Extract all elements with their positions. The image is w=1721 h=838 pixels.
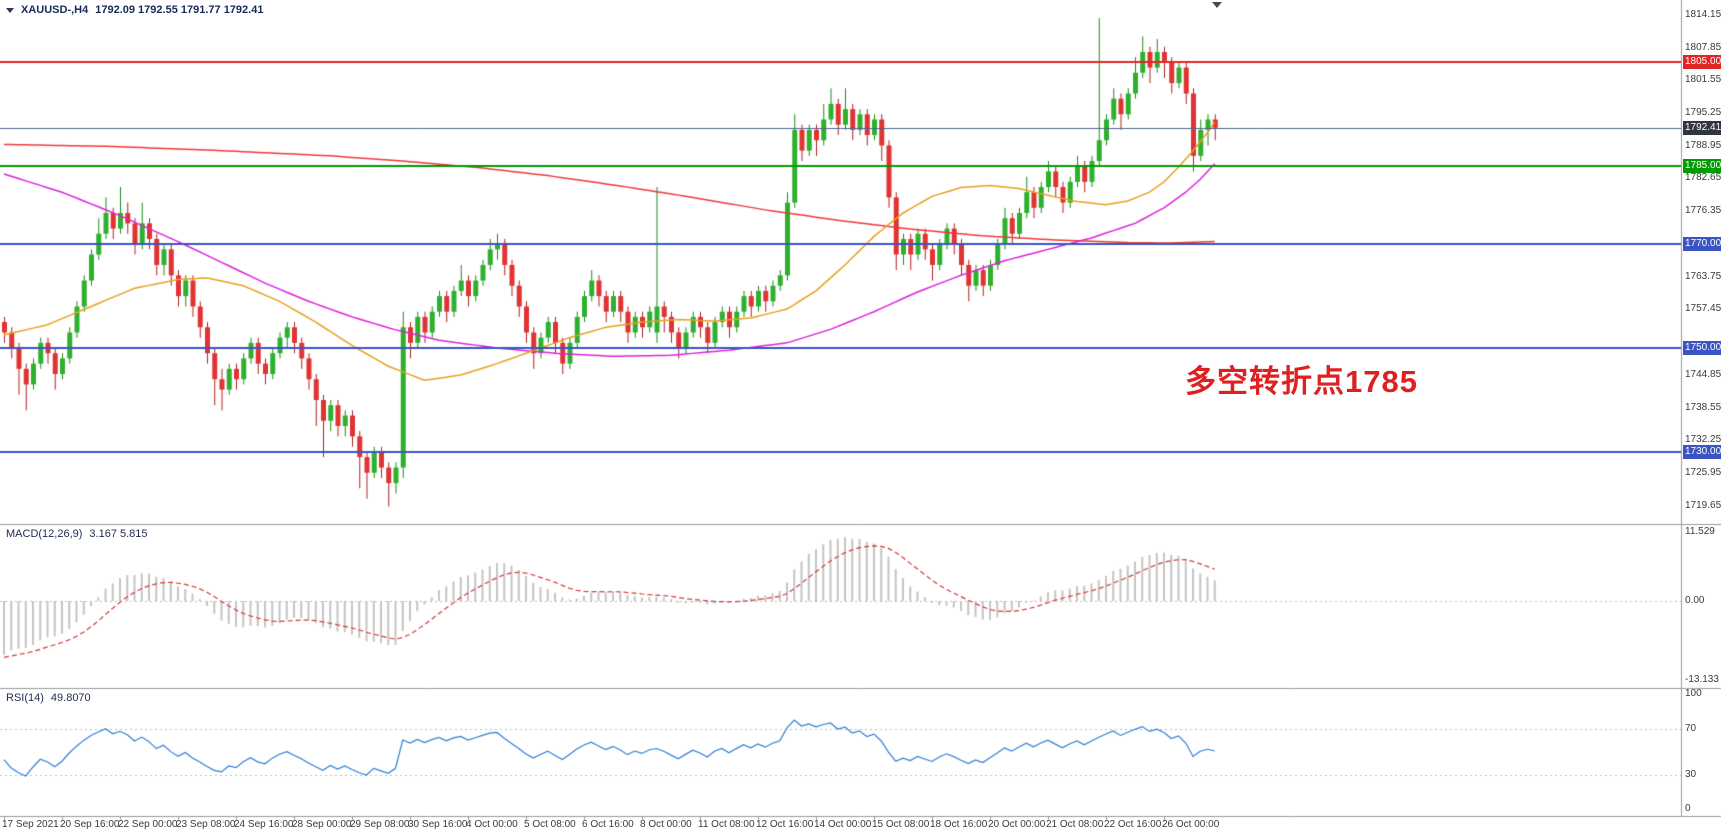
price-badge-1730.00: 1730.00 [1683,444,1721,459]
price-tick-label: 1795.25 [1685,106,1721,118]
macd-axis-label: 11.529 [1685,525,1715,537]
price-tick-label: 1744.85 [1685,368,1721,380]
ohlc-values: 1792.09 1792.55 1791.77 1792.41 [95,4,264,16]
price-tick-label: 1807.85 [1685,41,1721,53]
macd-indicator-label: MACD(12,26,9) 3.167 5.815 [6,528,148,540]
time-axis-label: 28 Sep 00:00 [292,819,352,830]
time-axis-label: 14 Oct 00:00 [814,819,872,830]
time-axis-label: 21 Oct 08:00 [1046,819,1104,830]
rsi-name: RSI(14) [6,692,44,704]
time-axis-label: 18 Oct 16:00 [930,819,988,830]
price-tick-label: 1757.45 [1685,303,1721,315]
time-axis[interactable]: 17 Sep 2021 20 Sep 16:00 22 Sep 00:00 23 Se… [0,817,1721,838]
price-tick-label: 1788.95 [1685,139,1721,151]
time-axis-label: 26 Oct 00:00 [1162,819,1220,830]
macd-values: 3.167 5.815 [89,528,148,540]
time-axis-label: 23 Sep 08:00 [176,819,236,830]
price-tick-label: 1725.95 [1685,466,1721,478]
time-axis-label: 22 Oct 16:00 [1104,819,1162,830]
rsi-axis-label: 100 [1685,688,1702,699]
rsi-indicator-label: RSI(14) 49.8070 [6,692,91,704]
annotation-text-object[interactable]: 多空转折点1785 [1185,364,1418,399]
price-tick-label: 1776.35 [1685,205,1721,217]
rsi-axis[interactable]: 100 70 30 0 [1683,0,1721,816]
time-axis-label: 11 Oct 08:00 [698,819,755,830]
time-axis-label: 17 Sep 2021 [2,819,59,830]
macd-name: MACD(12,26,9) [6,528,83,540]
price-tick-label: 1782.65 [1685,172,1721,184]
time-axis-label: 20 Oct 00:00 [988,819,1046,830]
price-tick-label: 1801.55 [1685,74,1721,86]
time-axis-label: 24 Sep 16:00 [234,819,294,830]
rsi-value: 49.8070 [50,692,91,704]
price-tick-label: 1814.15 [1685,8,1721,20]
current-price-badge: 1792.41 [1683,120,1721,135]
macd-axis[interactable]: 11.529 0.00 -13.133 [1683,0,1721,816]
macd-axis-label: -13.133 [1685,673,1719,685]
time-axis-label: 6 Oct 16:00 [582,819,634,830]
price-tick-label: 1732.25 [1685,434,1721,446]
chart-shift-marker[interactable] [1212,2,1222,8]
rsi-axis-label: 30 [1685,768,1697,780]
price-badge-1785.00: 1785.00 [1683,159,1721,174]
time-axis-label: 5 Oct 08:00 [524,819,576,830]
rsi-axis-label: 0 [1685,803,1691,814]
price-tick-label: 1763.75 [1685,270,1721,282]
price-badge-1805.00: 1805.00 [1683,55,1721,70]
time-axis-label: 30 Sep 16:00 [408,819,468,830]
symbol-period-label: XAUUSD-,H4 [21,4,89,16]
price-tick-label: 1719.65 [1685,499,1721,511]
time-axis-label: 15 Oct 08:00 [872,819,930,830]
symbol-dropdown-icon[interactable] [6,7,14,13]
price-axis[interactable]: 1814.15 1807.85 1801.55 1795.25 1788.95 1782.… [1683,0,1721,816]
price-badge-1770.00: 1770.00 [1683,237,1721,252]
time-axis-label: 4 Oct 00:00 [466,819,518,830]
price-tick-label: 1738.55 [1685,401,1721,413]
time-axis-label: 8 Oct 00:00 [640,819,692,830]
time-axis-label: 20 Sep 16:00 [60,819,120,830]
time-axis-label: 12 Oct 16:00 [756,819,814,830]
time-axis-label: 22 Sep 00:00 [118,819,178,830]
rsi-axis-label: 70 [1685,722,1697,734]
price-badge-1750.00: 1750.00 [1683,341,1721,356]
symbol-info-bar: XAUUSD-,H4 1792.09 1792.55 1791.77 1792.… [6,4,263,16]
time-axis-label: 29 Sep 08:00 [350,819,410,830]
macd-axis-label: 0.00 [1685,595,1705,606]
